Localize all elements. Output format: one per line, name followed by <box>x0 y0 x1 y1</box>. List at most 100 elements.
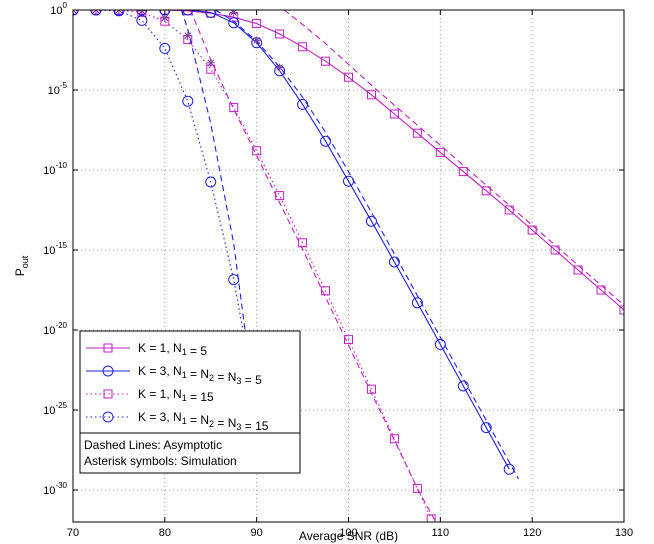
y-tick-label: 10-25 <box>43 401 67 417</box>
asterisk-stroke <box>207 59 215 67</box>
series-point <box>435 147 445 157</box>
series-point <box>458 167 468 177</box>
asterisk-stroke <box>118 10 123 14</box>
legend-marker <box>103 343 113 353</box>
x-tick-label: 130 <box>615 527 633 539</box>
legend-marker <box>102 411 114 423</box>
series-line <box>73 10 432 520</box>
ticks: 70 80 90 100 110 120 130 100 10-5 10-10 10-15 10-20… <box>43 1 633 539</box>
series-line <box>73 10 510 470</box>
x-tick-label: 90 <box>251 527 263 539</box>
x-tick-label: 110 <box>432 527 450 539</box>
series-point <box>426 514 436 522</box>
series-point <box>252 19 262 29</box>
series-point <box>344 335 353 345</box>
series-point <box>159 42 171 54</box>
series-group <box>73 10 624 522</box>
legend-note: Asterisk symbols: Simulation <box>84 454 237 468</box>
series-point <box>182 95 194 107</box>
series-4 <box>73 10 436 522</box>
series-point <box>320 135 332 147</box>
svg-text:Pout: Pout <box>13 255 30 276</box>
series-point <box>412 483 422 493</box>
series-point <box>619 305 624 315</box>
legend-marker <box>102 365 114 377</box>
series-line <box>215 10 519 480</box>
series-point <box>321 56 331 66</box>
x-tick-label: 120 <box>523 527 541 539</box>
series-point <box>481 186 491 196</box>
series-point <box>73 10 77 14</box>
x-axis-label: Average SNR (dB) <box>299 529 398 543</box>
series-point <box>136 14 148 26</box>
asterisk-stroke <box>161 14 169 22</box>
series-point <box>275 29 285 39</box>
series-3 <box>215 10 519 480</box>
series-point <box>298 238 308 248</box>
y-tick-label: 100 <box>50 1 67 17</box>
series-point <box>113 10 125 16</box>
series-point <box>160 14 169 22</box>
series-line <box>73 10 251 371</box>
asterisk-stroke <box>184 32 192 39</box>
asterisk-stroke <box>92 10 97 14</box>
x-tick-label: 80 <box>159 527 171 539</box>
series-line <box>180 10 251 371</box>
x-tick-label: 100 <box>339 527 357 539</box>
legend-note: Dashed Lines: Asymptotic <box>84 438 222 452</box>
series-point <box>137 10 147 17</box>
series-point <box>206 58 215 67</box>
series-point <box>183 31 192 40</box>
y-tick-label: 10-10 <box>43 161 67 177</box>
series-point <box>389 434 399 444</box>
y-tick-label: 10-15 <box>43 241 67 257</box>
y-axis-label: Pout <box>13 255 30 276</box>
legend-entry: K = 3, N1 = N2 = N3 = 5 <box>86 364 262 387</box>
series-point <box>90 10 102 16</box>
x-tick-label: 70 <box>67 527 79 539</box>
series-1 <box>283 10 624 306</box>
series-point <box>527 225 537 235</box>
series-point <box>182 10 194 16</box>
legend-entry: K = 3, N1 = N2 = N3 = 15 <box>86 410 269 433</box>
asterisk-stroke <box>95 10 100 14</box>
series-point <box>596 285 606 295</box>
series-point <box>114 10 123 14</box>
legend-label: K = 3, N1 = N2 = N3 = 15 <box>138 410 269 433</box>
y-axis-label-sub: out <box>20 255 30 268</box>
series-line <box>283 10 624 306</box>
series-point <box>389 109 399 119</box>
series-point <box>252 36 261 45</box>
y-axis-label-main: P <box>13 268 27 276</box>
series-point <box>321 286 331 296</box>
legend-label: K = 1, N1 = 15 <box>138 387 214 404</box>
series-point <box>298 42 308 52</box>
legend-entry: K = 1, N1 = 5 <box>86 341 207 358</box>
legend-label: K = 1, N1 = 5 <box>138 341 207 358</box>
series-point <box>503 463 515 475</box>
series-point <box>573 265 583 275</box>
series-0 <box>73 10 624 315</box>
series-point <box>205 10 217 18</box>
series-point <box>365 215 377 227</box>
series-point <box>457 380 469 392</box>
legend-marker <box>103 389 113 399</box>
asterisk-stroke <box>276 64 283 71</box>
series-point <box>504 205 514 215</box>
asterisk-stroke <box>115 10 120 14</box>
series-point <box>366 90 376 100</box>
series-8 <box>73 10 284 72</box>
series-point <box>137 10 146 15</box>
series-point <box>228 17 240 29</box>
series-line <box>73 10 624 311</box>
series-point <box>550 245 560 255</box>
y-tick-label: 10-30 <box>43 481 67 497</box>
series-7 <box>180 10 251 371</box>
asterisk-stroke <box>253 37 261 44</box>
series-point <box>205 176 217 188</box>
legend: K = 1, N1 = 5K = 3, N1 = N2 = N3 = 5K = … <box>79 330 301 474</box>
series-point <box>113 10 125 17</box>
series-5 <box>190 10 437 522</box>
legend-entry: K = 1, N1 = 15 <box>86 387 214 404</box>
